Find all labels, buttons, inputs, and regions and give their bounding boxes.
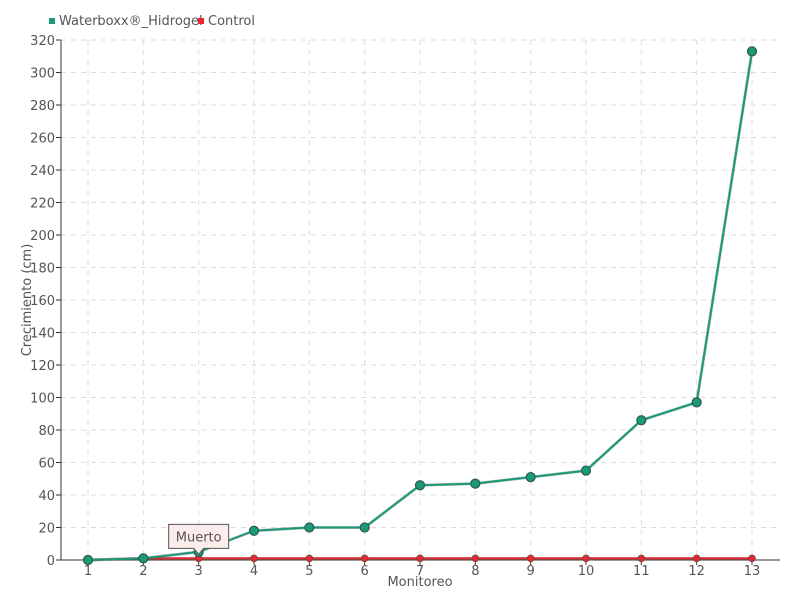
data-point <box>414 480 426 491</box>
x-tick-label: 8 <box>471 564 479 579</box>
data-point <box>138 553 149 564</box>
data-point <box>692 554 701 563</box>
x-tick-labels: 1 2 3 4 5 6 7 8 9 10 11 12 13 <box>84 560 760 579</box>
data-point <box>471 554 480 563</box>
data-point <box>360 554 369 563</box>
data-point <box>636 415 647 426</box>
legend-label-series-1: Control <box>208 14 255 29</box>
data-point <box>248 525 260 536</box>
legend-marker-series-0 <box>49 18 55 24</box>
y-tick-label: 200 <box>30 229 55 244</box>
data-point <box>746 46 758 57</box>
y-tick-label: 60 <box>38 457 55 472</box>
y-tick-label: 280 <box>30 99 55 114</box>
y-tick-label: 260 <box>30 132 55 147</box>
data-point <box>580 465 592 476</box>
y-tick-label: 160 <box>30 294 55 309</box>
data-point <box>305 554 314 563</box>
x-tick-label: 1 <box>84 564 92 579</box>
data-point <box>82 554 94 566</box>
data-point <box>359 522 370 533</box>
data-point <box>470 478 481 489</box>
x-tick-label: 5 <box>305 564 313 579</box>
y-tick-label: 300 <box>30 67 55 82</box>
data-point <box>691 397 702 408</box>
y-tick-label: 320 <box>30 34 55 49</box>
data-point <box>416 554 424 563</box>
y-tick-label: 140 <box>30 327 55 342</box>
y-tick-label: 220 <box>30 197 55 212</box>
data-point <box>582 554 590 563</box>
x-tick-label: 10 <box>578 564 595 579</box>
x-tick-label: 12 <box>688 564 705 579</box>
y-tick-label: 240 <box>30 164 55 179</box>
annotation-label: Muerto <box>176 530 222 545</box>
x-tick-label: 3 <box>195 564 203 579</box>
x-axis-title: Monitoreo <box>387 575 452 590</box>
x-tick-label: 13 <box>744 564 761 579</box>
y-tick-label: 180 <box>30 262 55 277</box>
legend: Waterboxx®_Hidrogel Control <box>49 14 255 29</box>
y-axis-title: Crecimiento (cm) <box>20 244 35 357</box>
x-tick-label: 6 <box>361 564 369 579</box>
data-point <box>250 554 258 563</box>
x-tick-label: 9 <box>527 564 535 579</box>
annotations: Muerto <box>168 523 230 556</box>
x-tick-label: 2 <box>139 564 147 579</box>
annotation-box <box>168 523 230 556</box>
legend-marker-series-1 <box>198 18 204 24</box>
x-tick-label: 7 <box>416 564 424 579</box>
x-tick-label: 11 <box>633 564 650 579</box>
data-point <box>525 472 536 483</box>
grid-lines <box>61 39 780 560</box>
data-point <box>637 554 646 563</box>
data-point <box>526 554 535 563</box>
data-point <box>748 554 756 563</box>
data-point <box>304 522 315 533</box>
x-tick-label: 4 <box>250 564 258 579</box>
annotation-callout: Muerto <box>168 523 230 556</box>
y-tick-label: 80 <box>38 424 55 439</box>
legend-label-series-0: Waterboxx®_Hidrogel <box>59 14 203 29</box>
y-tick-labels: 0 20 40 60 80 100 120 140 160 180 200 220 240 260 280 3… <box>30 34 61 569</box>
y-tick-label: 120 <box>30 359 55 374</box>
y-tick-label: 40 <box>38 489 55 504</box>
y-tick-label: 0 <box>47 554 55 569</box>
y-tick-label: 20 <box>38 522 55 537</box>
y-tick-label: 100 <box>30 392 55 407</box>
